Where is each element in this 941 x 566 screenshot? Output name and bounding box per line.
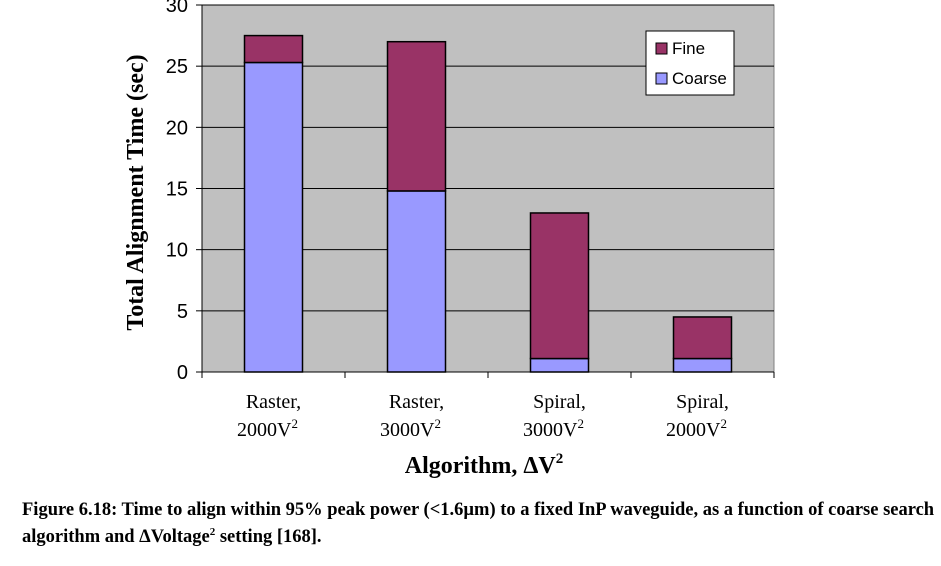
caption-text-end: setting [168]. <box>215 527 322 548</box>
y-tick-label: 10 <box>166 240 188 262</box>
y-tick-label: 20 <box>166 117 188 139</box>
bar-fine-3 <box>529 212 590 360</box>
y-tick-label: 5 <box>177 301 188 323</box>
bar-coarse-2 <box>386 190 447 373</box>
y-tick-label: 25 <box>166 56 188 78</box>
x-category-label: 3000V2 <box>523 416 584 441</box>
bar-fine-2 <box>386 40 447 192</box>
y-tick-label: 0 <box>177 362 188 384</box>
legend-swatch-fine <box>655 42 668 55</box>
bar-coarse-3 <box>529 357 590 373</box>
x-category-label: Raster, <box>246 391 301 413</box>
legend-label-fine: Fine <box>672 39 705 58</box>
bar-coarse-1 <box>243 61 304 373</box>
x-category-label: 3000V2 <box>380 416 441 441</box>
x-category-label: Spiral, <box>533 391 586 413</box>
caption-text: Figure 6.18: Time to align within 95% pe… <box>22 500 935 548</box>
stacked-bar-chart: 0 5 10 15 20 25 30 Raster, 2000V2 Raster, 3000V2 Sp… <box>123 0 775 479</box>
bar-fine-4 <box>672 316 733 360</box>
y-tick-label: 30 <box>166 0 188 17</box>
x-axis-title: Algorithm, ΔV2 <box>405 451 564 479</box>
x-category-label: Raster, <box>389 391 444 413</box>
legend-label-coarse: Coarse <box>672 69 727 88</box>
legend-swatch-coarse <box>655 72 668 85</box>
figure-caption: Figure 6.18: Time to align within 95% pe… <box>22 499 937 548</box>
caption-superscript: 2 <box>209 526 216 538</box>
bar-fine-1 <box>243 34 304 64</box>
bar-coarse-4 <box>672 357 733 373</box>
y-axis-title: Total Alignment Time (sec) <box>123 54 149 330</box>
x-category-label: Spiral, <box>676 391 729 413</box>
x-category-label: 2000V2 <box>666 416 727 441</box>
x-category-label: 2000V2 <box>237 416 298 441</box>
y-tick-label: 15 <box>166 179 188 201</box>
